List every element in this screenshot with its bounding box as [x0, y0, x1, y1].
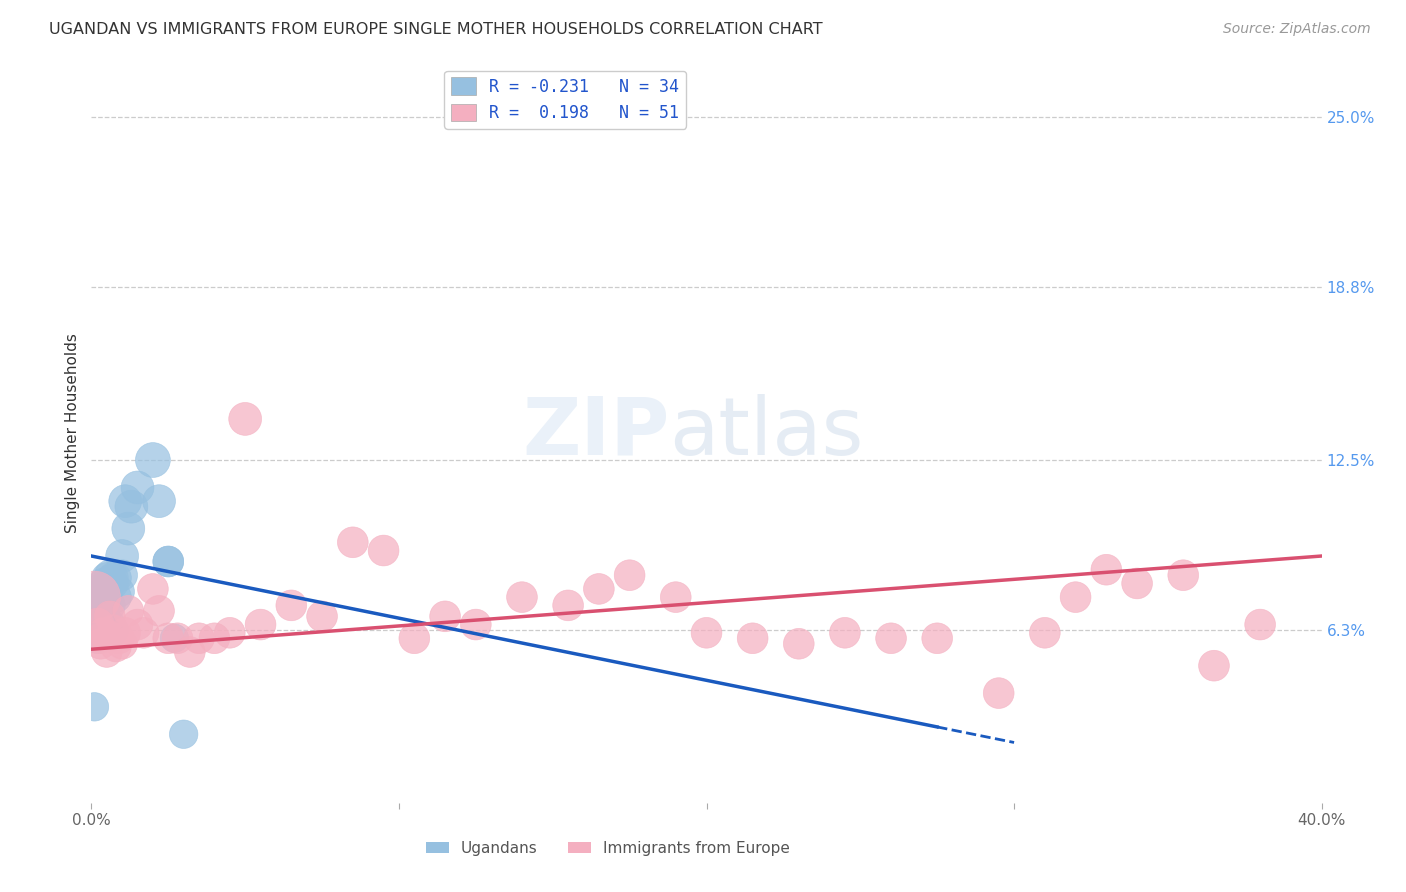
Point — [157, 632, 180, 646]
Point — [96, 645, 118, 659]
Point — [86, 617, 108, 632]
Point — [93, 576, 115, 591]
Point — [90, 637, 112, 651]
Point — [98, 599, 121, 613]
Point — [132, 625, 155, 640]
Point — [1033, 625, 1056, 640]
Text: UGANDAN VS IMMIGRANTS FROM EUROPE SINGLE MOTHER HOUSEHOLDS CORRELATION CHART: UGANDAN VS IMMIGRANTS FROM EUROPE SINGLE… — [49, 22, 823, 37]
Text: Source: ZipAtlas.com: Source: ZipAtlas.com — [1223, 22, 1371, 37]
Point — [1064, 590, 1087, 604]
Legend: Ugandans, Immigrants from Europe: Ugandans, Immigrants from Europe — [420, 835, 796, 862]
Point — [880, 632, 903, 646]
Point — [173, 727, 195, 741]
Point — [834, 625, 856, 640]
Point — [96, 590, 118, 604]
Point — [93, 599, 115, 613]
Point — [787, 637, 810, 651]
Point — [218, 625, 240, 640]
Point — [114, 494, 136, 508]
Point — [111, 568, 134, 582]
Point — [96, 582, 118, 596]
Point — [93, 609, 115, 624]
Point — [696, 625, 718, 640]
Point — [111, 637, 134, 651]
Point — [280, 599, 302, 613]
Point — [105, 640, 127, 654]
Point — [105, 571, 127, 585]
Point — [101, 576, 124, 591]
Point — [101, 623, 124, 637]
Point — [86, 590, 108, 604]
Point — [1126, 576, 1149, 591]
Point — [1173, 568, 1195, 582]
Point — [127, 617, 149, 632]
Point — [927, 632, 949, 646]
Text: atlas: atlas — [669, 393, 863, 472]
Point — [1202, 658, 1225, 673]
Point — [98, 568, 121, 582]
Point — [311, 609, 333, 624]
Point — [741, 632, 763, 646]
Point — [342, 535, 364, 549]
Point — [120, 500, 142, 514]
Point — [404, 632, 426, 646]
Point — [557, 599, 579, 613]
Point — [105, 590, 127, 604]
Point — [1095, 563, 1118, 577]
Point — [619, 568, 641, 582]
Point — [98, 576, 121, 591]
Point — [93, 625, 115, 640]
Point — [148, 604, 170, 618]
Text: ZIP: ZIP — [523, 393, 669, 472]
Point — [202, 632, 225, 646]
Point — [142, 453, 165, 467]
Point — [665, 590, 688, 604]
Point — [117, 604, 139, 618]
Point — [188, 632, 211, 646]
Point — [83, 699, 105, 714]
Point — [148, 494, 170, 508]
Point — [1249, 617, 1271, 632]
Point — [111, 549, 134, 563]
Point — [101, 571, 124, 585]
Point — [90, 632, 112, 646]
Point — [464, 617, 486, 632]
Point — [163, 632, 186, 646]
Point — [510, 590, 533, 604]
Point — [434, 609, 457, 624]
Point — [108, 632, 131, 646]
Point — [101, 623, 124, 637]
Point — [90, 617, 112, 632]
Point — [96, 571, 118, 585]
Point — [98, 609, 121, 624]
Point — [157, 554, 180, 568]
Point — [142, 582, 165, 596]
Point — [108, 584, 131, 599]
Point — [179, 645, 201, 659]
Point — [249, 617, 271, 632]
Point — [127, 480, 149, 494]
Point — [166, 632, 188, 646]
Point — [233, 412, 256, 426]
Point — [987, 686, 1010, 700]
Point — [90, 599, 112, 613]
Point — [90, 582, 112, 596]
Point — [588, 582, 610, 596]
Point — [83, 590, 105, 604]
Point — [373, 543, 395, 558]
Point — [117, 522, 139, 536]
Point — [157, 554, 180, 568]
Y-axis label: Single Mother Households: Single Mother Households — [65, 333, 80, 533]
Point — [114, 625, 136, 640]
Point — [86, 632, 108, 646]
Point — [98, 617, 121, 632]
